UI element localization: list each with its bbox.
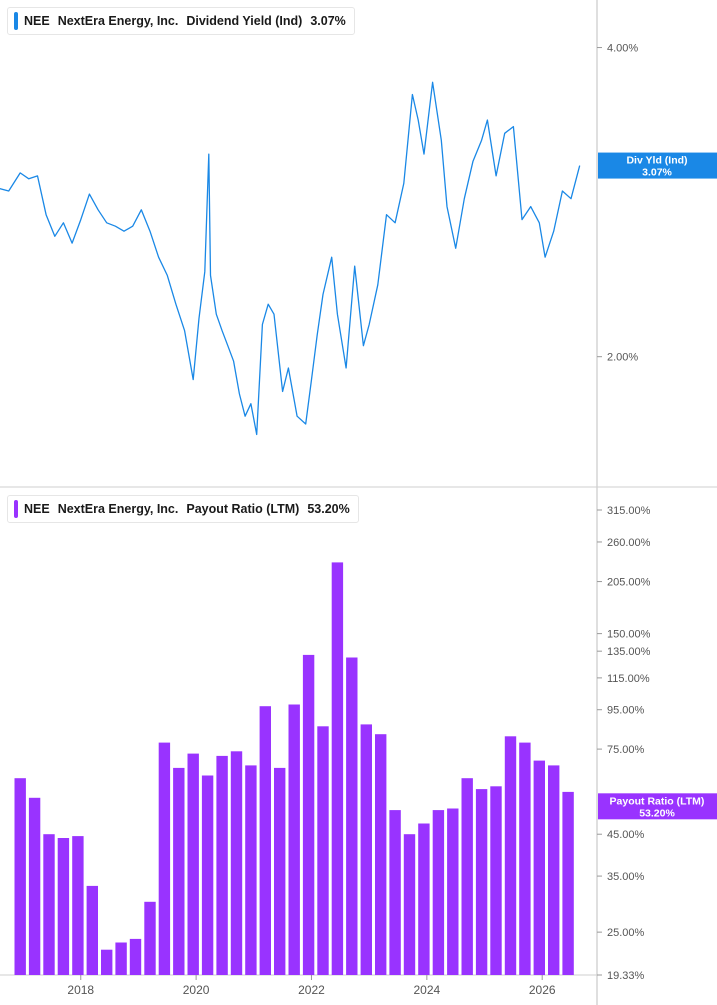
payout-bar	[447, 808, 459, 975]
top-legend: NEE NextEra Energy, Inc. Dividend Yield …	[7, 7, 355, 35]
payout-bar	[245, 765, 257, 975]
payout-bar	[144, 901, 156, 975]
top-legend-metric: Dividend Yield (Ind)	[186, 14, 303, 28]
top-legend-ticker: NEE	[24, 14, 50, 28]
bottom-last-value-value: 53.20%	[639, 807, 675, 819]
top-legend-company: NextEra Energy, Inc.	[57, 14, 179, 28]
payout-bar	[201, 775, 214, 975]
top-last-value-value: 3.07%	[642, 167, 672, 179]
payout-bar	[418, 823, 430, 975]
payout-bar	[43, 834, 55, 975]
payout-bar	[72, 836, 84, 975]
payout-bar	[375, 734, 387, 975]
bottom-last-value-badge	[598, 793, 717, 820]
bottom-y-tick-label: 135.00%	[607, 646, 651, 658]
top-last-value-badge	[598, 152, 717, 179]
payout-bar	[389, 810, 401, 975]
top-y-tick-label: 4.00%	[607, 43, 638, 55]
payout-bar	[158, 742, 171, 975]
payout-bar	[346, 657, 358, 975]
bottom-legend-swatch	[14, 500, 18, 518]
bottom-legend-metric: Payout Ratio (LTM)	[186, 502, 300, 516]
x-tick-label: 2026	[529, 983, 556, 997]
top-y-tick-label: 2.00%	[607, 352, 638, 364]
dividend-yield-line	[0, 81, 581, 436]
bottom-y-tick-label: 19.33%	[607, 970, 645, 982]
payout-bar	[475, 789, 488, 975]
payout-bar	[331, 562, 344, 975]
bottom-y-tick-label: 205.00%	[607, 577, 651, 589]
bottom-y-tick-label: 115.00%	[607, 673, 650, 685]
top-legend-value: 3.07%	[310, 14, 346, 28]
payout-bar	[115, 942, 127, 975]
bottom-legend-value: 53.20%	[307, 502, 350, 516]
payout-bar	[101, 949, 113, 975]
payout-bar	[562, 791, 574, 975]
bottom-legend-ticker: NEE	[24, 502, 50, 516]
payout-bar	[230, 751, 243, 975]
payout-bar	[288, 704, 300, 975]
payout-bar	[504, 736, 517, 975]
payout-bar	[173, 767, 185, 975]
payout-bar	[533, 760, 545, 975]
bottom-y-tick-label: 95.00%	[607, 705, 645, 717]
payout-bar	[14, 778, 26, 975]
x-tick-label: 2018	[67, 983, 94, 997]
payout-bar	[302, 654, 315, 975]
payout-bar	[461, 778, 473, 975]
payout-bar	[519, 742, 531, 975]
bottom-y-tick-label: 315.00%	[607, 505, 651, 517]
payout-bar	[57, 838, 70, 975]
x-tick-label: 2024	[413, 983, 440, 997]
payout-bar	[259, 706, 271, 975]
payout-bar	[187, 753, 199, 975]
bottom-y-tick-label: 45.00%	[607, 829, 645, 841]
x-tick-label: 2022	[298, 983, 325, 997]
bottom-y-tick-label: 35.00%	[607, 871, 645, 883]
payout-bar	[86, 885, 98, 975]
bottom-y-tick-label: 260.00%	[607, 537, 651, 549]
payout-bar	[317, 726, 329, 975]
payout-bar	[432, 810, 445, 975]
top-last-value-name: Div Yld (Ind)	[626, 155, 687, 167]
bottom-last-value-name: Payout Ratio (LTM)	[610, 795, 705, 807]
bottom-legend-company: NextEra Energy, Inc.	[57, 502, 179, 516]
payout-bar	[548, 765, 560, 975]
payout-bar	[129, 938, 142, 975]
payout-bar	[490, 786, 502, 975]
bottom-y-tick-label: 150.00%	[607, 629, 651, 641]
top-legend-swatch	[14, 12, 18, 30]
x-tick-label: 2020	[183, 983, 210, 997]
payout-bar	[28, 797, 41, 975]
bottom-legend: NEE NextEra Energy, Inc. Payout Ratio (L…	[7, 495, 359, 523]
payout-bar	[403, 834, 416, 975]
payout-bar	[360, 724, 372, 975]
payout-bar	[274, 767, 286, 975]
payout-bar	[216, 755, 228, 975]
bottom-y-tick-label: 75.00%	[607, 744, 645, 756]
bottom-y-tick-label: 25.00%	[607, 927, 645, 939]
